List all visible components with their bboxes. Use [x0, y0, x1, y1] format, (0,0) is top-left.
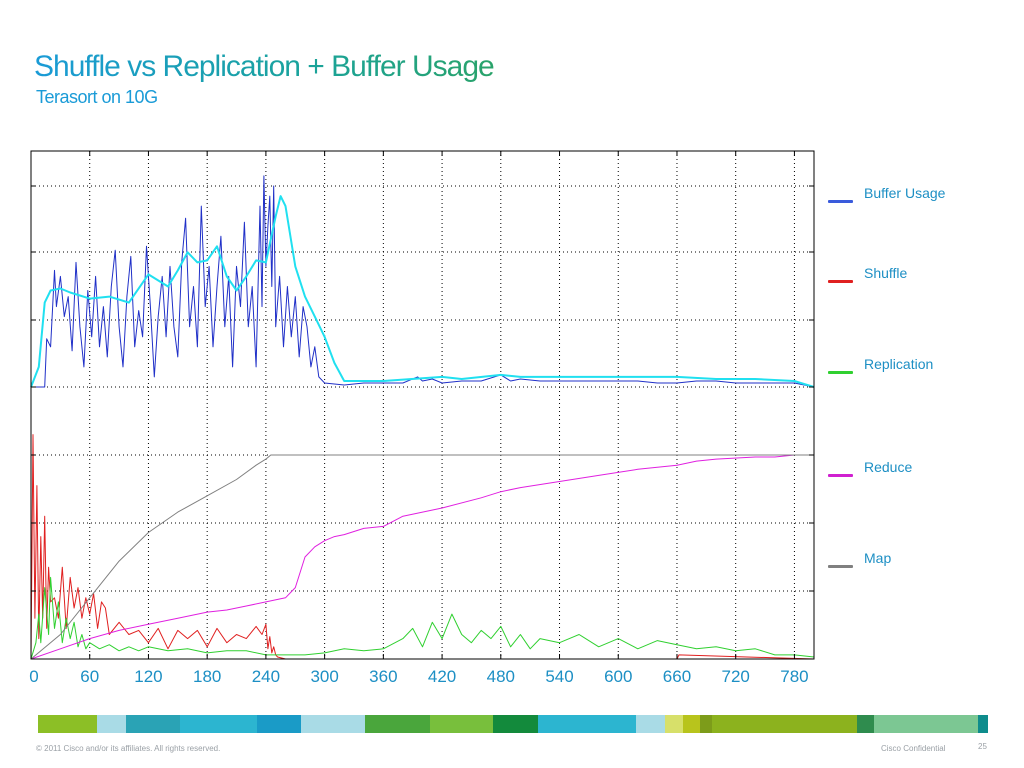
series-line-map — [30, 454, 814, 660]
legend-swatch — [828, 280, 853, 283]
stripe-segment — [492, 715, 539, 733]
legend-label: Reduce — [864, 459, 913, 475]
stripe-segment — [682, 715, 700, 733]
slide-title: Shuffle vs Replication + Buffer Usage — [34, 50, 495, 83]
stripe-segment — [256, 715, 302, 733]
x-tick-label: 420 — [428, 667, 456, 686]
x-tick-label: 780 — [780, 667, 808, 686]
stripe-segment — [699, 715, 713, 733]
x-tick-label: 60 — [80, 667, 99, 686]
stripe-segment — [856, 715, 874, 733]
stripe-segment — [429, 715, 493, 733]
x-tick-label: 360 — [369, 667, 397, 686]
grid — [31, 151, 814, 659]
legend-label: Shuffle — [864, 265, 908, 281]
x-tick-label: 600 — [604, 667, 632, 686]
stripe-segment — [365, 715, 430, 733]
x-tick-label: 240 — [252, 667, 280, 686]
stripe-segment — [179, 715, 257, 733]
stripe-segment — [38, 715, 97, 733]
x-tick-label: 180 — [193, 667, 221, 686]
legend-label: Buffer Usage — [864, 185, 946, 201]
x-tick-label: 540 — [545, 667, 573, 686]
stripe-segment — [712, 715, 857, 733]
x-tick-label: 300 — [310, 667, 338, 686]
confidential-label: Cisco Confidential — [881, 744, 946, 753]
stripe-segment — [126, 715, 180, 733]
x-tick-label: 720 — [722, 667, 750, 686]
chart-series — [30, 175, 815, 660]
chart: 0 60 120 180 240 300 360 420 480 540 600 660 720 780 — [29, 150, 815, 686]
series-line-buffer-usage-smoothed — [30, 195, 815, 388]
stripe-segment — [636, 715, 665, 733]
stripe-segment — [664, 715, 683, 733]
stripe-segment — [538, 715, 637, 733]
slide-subtitle: Terasort on 10G — [36, 87, 158, 107]
legend-swatch — [828, 371, 853, 374]
x-tick-labels: 0 60 120 180 240 300 360 420 480 540 600 660 720 780 — [29, 667, 808, 686]
page-number: 25 — [978, 742, 987, 751]
plot-frame — [30, 150, 815, 660]
x-tick-label: 120 — [134, 667, 162, 686]
stripe-segment — [96, 715, 127, 733]
legend-label: Map — [864, 550, 892, 566]
copyright-text: © 2011 Cisco and/or its affiliates. All … — [36, 744, 221, 753]
legend-swatch — [828, 565, 853, 568]
stripe-segment — [873, 715, 979, 733]
x-tick-label: 0 — [29, 667, 38, 686]
stripe-segment — [301, 715, 366, 733]
x-tick-label: 480 — [487, 667, 515, 686]
series-line-replication — [30, 576, 815, 660]
x-tick-label: 660 — [663, 667, 691, 686]
tick-marks — [30, 151, 814, 659]
legend-label: Replication — [864, 356, 934, 372]
brand-color-stripe — [38, 715, 988, 733]
legend-swatch — [828, 474, 853, 477]
legend-swatch — [828, 200, 853, 203]
series-line-reduce — [30, 454, 814, 660]
stripe-segment — [978, 715, 988, 733]
series-line-shuffle — [30, 434, 815, 660]
series-line-buffer-usage — [31, 175, 815, 388]
